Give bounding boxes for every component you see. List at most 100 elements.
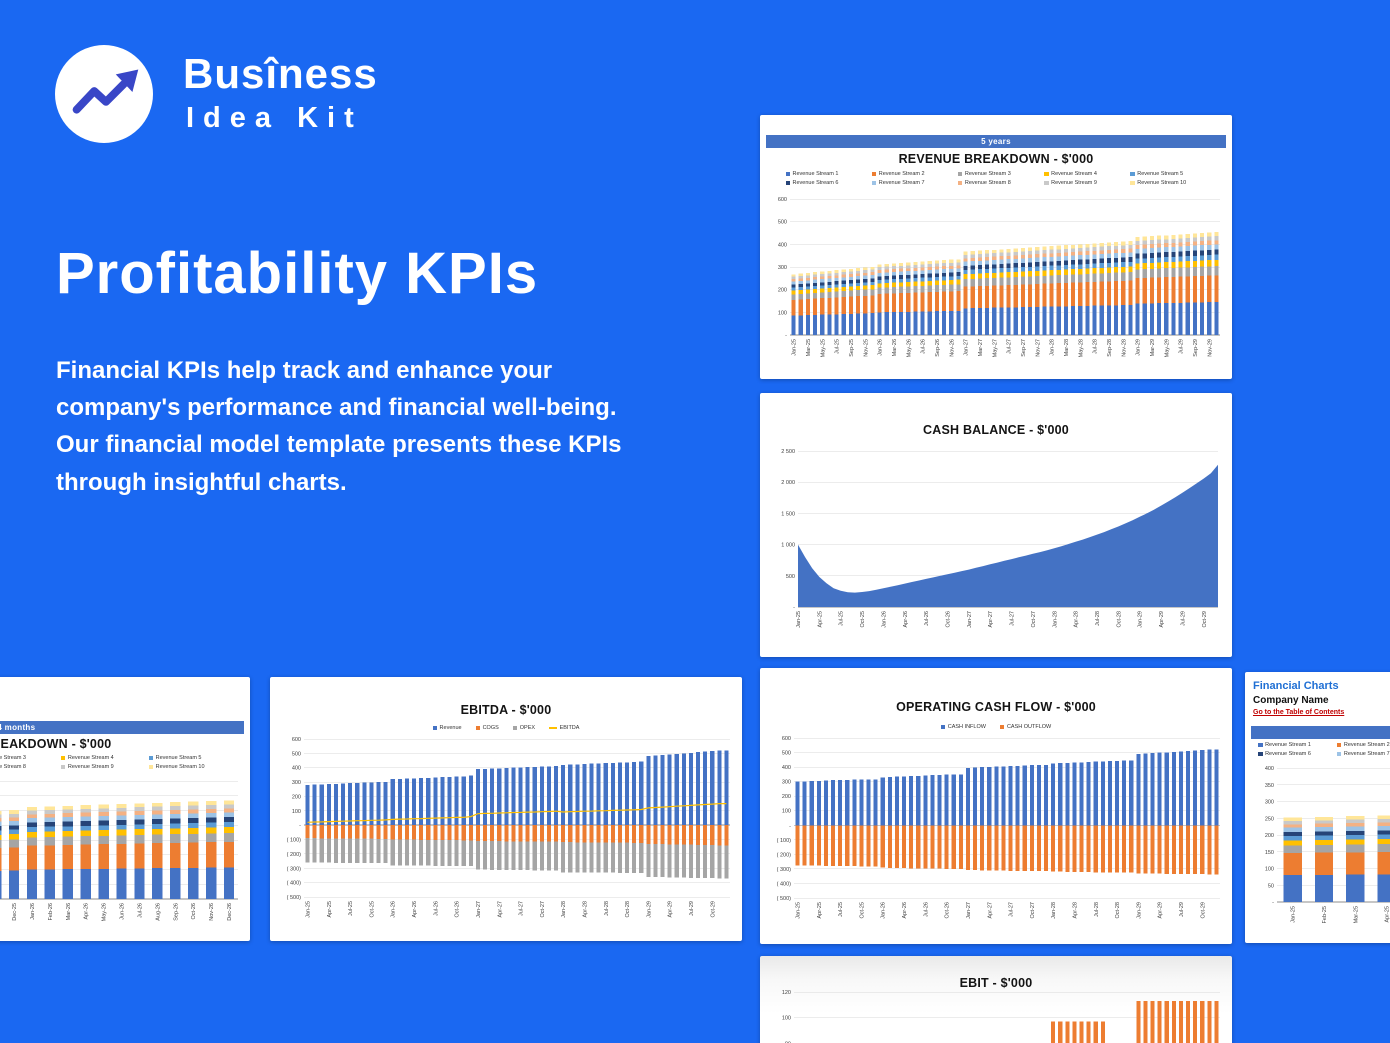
svg-text:100: 100 [778,310,787,316]
svg-text:Jul-26: Jul-26 [921,339,927,354]
legend-item: Revenue Stream 6 [1258,751,1337,757]
legend-label: COGS [482,725,499,731]
financial-charts-sheet-card: Financial Charts Company Name Go to the … [1245,672,1390,943]
svg-text:Jul-25: Jul-25 [838,902,844,917]
legend-label: Revenue Stream 1 [1265,742,1311,748]
legend-item: Revenue Stream 9 [60,764,149,770]
svg-text:( 200): ( 200) [287,852,302,858]
svg-text:1 000: 1 000 [781,543,795,549]
legend-swatch-icon [1130,180,1135,186]
brand-name-line2: Idea Kit [186,102,363,134]
svg-text:600: 600 [782,736,791,742]
svg-text:Jul-26: Jul-26 [923,902,929,917]
svg-text:300: 300 [782,780,791,786]
period-badge: 5 years [766,135,1226,148]
svg-text:100: 100 [782,1016,791,1022]
table-of-contents-link[interactable]: Go to the Table of Contents [1253,709,1345,716]
svg-text:Sep-26: Sep-26 [935,339,941,357]
svg-text:Apr-29: Apr-29 [668,901,674,918]
legend-label: OPEX [519,725,536,731]
svg-text:Feb-26: Feb-26 [48,903,54,920]
svg-text:Jul-26: Jul-26 [138,903,144,918]
operating-cash-flow-card: OPERATING CASH FLOW - $'000 CASH INFLOW C… [760,668,1232,944]
svg-text:Jan-29: Jan-29 [1136,339,1142,356]
svg-text:Apr-26: Apr-26 [902,902,908,919]
mini-revenue-breakdown-chart: - 50 100 150 200 250 300 350 400 Jan-25 Feb-25 Mar-… [1247,766,1390,938]
svg-text:Oct-29: Oct-29 [710,901,716,918]
svg-text:Oct-27: Oct-27 [1030,902,1036,919]
svg-text:Jan-25: Jan-25 [796,611,802,628]
svg-text:-: - [1272,900,1274,906]
legend-swatch-icon [1258,751,1263,757]
svg-text:600: 600 [292,737,301,743]
legend-swatch-icon [871,171,877,177]
svg-text:Jan-29: Jan-29 [1136,902,1142,919]
svg-text:Aug-26: Aug-26 [155,903,161,921]
svg-text:200: 200 [778,288,787,294]
svg-text:-: - [793,605,795,611]
legend-swatch-icon [148,755,154,761]
svg-text:May-28: May-28 [1078,339,1084,357]
svg-text:Sep-28: Sep-28 [1107,339,1113,357]
legend-item: Revenue Stream 8 [0,764,61,770]
svg-text:Jul-29: Jul-29 [689,901,695,916]
svg-text:400: 400 [292,766,301,772]
chart-legend: Revenue COGS OPEX EBITDA [270,725,742,731]
chart-title: OPERATING CASH FLOW - $'000 [896,700,1096,714]
legend-item: Revenue Stream 10 [148,764,237,770]
legend-swatch-icon [999,724,1005,730]
svg-text:300: 300 [778,265,787,271]
period-badge [1251,726,1390,739]
legend-label: Revenue Stream 8 [964,180,1011,186]
svg-text:Jul-28: Jul-28 [604,901,610,916]
legend-item: Revenue Stream 3 [0,755,61,761]
svg-text:200: 200 [292,794,301,800]
legend-item: Revenue Stream 2 [871,171,958,177]
svg-text:Jul-27: Jul-27 [1009,902,1015,917]
svg-text:100: 100 [292,809,301,815]
svg-text:Jul-25: Jul-25 [348,901,354,916]
svg-text:Jan-26: Jan-26 [878,339,884,356]
svg-text:Oct-28: Oct-28 [1115,902,1121,919]
legend-label: Revenue Stream 2 [1343,742,1390,748]
svg-text:Jan-29: Jan-29 [1138,611,1144,628]
svg-text:Jan-27: Jan-27 [967,611,973,628]
svg-text:Apr-25: Apr-25 [327,901,333,918]
svg-text:Jul-29: Jul-29 [1179,902,1185,917]
svg-text:( 100): ( 100) [777,838,792,844]
legend-item: Revenue Stream 8 [957,180,1044,186]
svg-text:Apr-27: Apr-27 [497,901,503,918]
legend-swatch-icon [1044,171,1049,177]
svg-text:Sep-26: Sep-26 [173,903,179,921]
svg-text:Jul-27: Jul-27 [519,901,525,916]
cash-balance-card: CASH BALANCE - $'000 - 500 1 000 1 500 2 000… [760,393,1232,657]
legend-swatch-icon [60,764,66,770]
legend-item: Revenue Stream 4 [60,755,149,761]
svg-text:Jul-26: Jul-26 [433,901,439,916]
operating-cash-flow-chart: 600 500 400 300 200 100 - ( 100) ( 200) ( 300) ( 4… [764,736,1226,938]
trend-arrow-icon [72,69,139,114]
svg-text:400: 400 [778,242,787,248]
legend-label: Revenue Stream 7 [878,180,925,186]
legend-label: CASH INFLOW [947,724,986,730]
ebit-card: EBIT - $'000 12010080604020-Jan-25Apr-25… [760,956,1232,1043]
legend-swatch-icon [512,725,518,731]
svg-text:Mar-29: Mar-29 [1150,339,1156,356]
ebitda-card: EBITDA - $'000 Revenue COGS OPEX EBITDA 600… [270,677,742,941]
svg-text:Oct-25: Oct-25 [370,901,376,918]
svg-text:100: 100 [1265,867,1274,873]
svg-text:500: 500 [786,574,795,580]
svg-text:Apr-26: Apr-26 [84,903,90,920]
legend-label: Revenue Stream 5 [1137,171,1184,177]
legend-label: EBITDA [559,725,580,731]
svg-text:May-29: May-29 [1164,339,1170,357]
chart-title: EBITDA - $'000 [460,703,552,717]
legend-item: Revenue Stream 7 [871,180,958,186]
svg-text:Sep-27: Sep-27 [1021,339,1027,357]
svg-text:Jan-28: Jan-28 [1051,902,1057,919]
svg-text:Apr-29: Apr-29 [1158,902,1164,919]
svg-text:500: 500 [782,751,791,757]
svg-text:( 500): ( 500) [287,895,302,901]
svg-text:Jun-26: Jun-26 [120,903,126,920]
legend-item: EBITDA [549,725,579,731]
